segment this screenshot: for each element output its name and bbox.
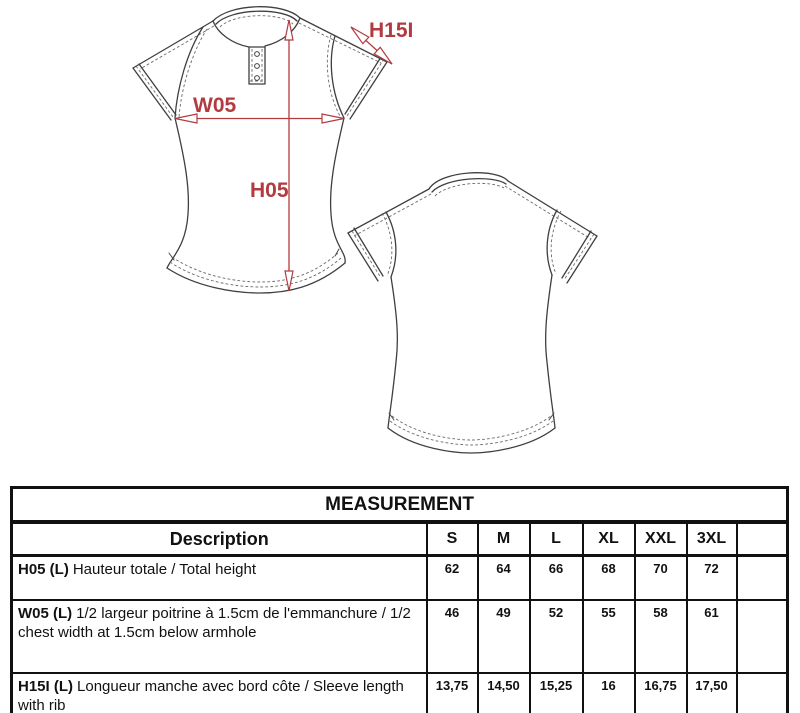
value-cell: 17,50 — [685, 672, 738, 713]
value-cell-blank — [735, 554, 789, 601]
value-cell: 16 — [581, 672, 636, 713]
value-cell: 62 — [425, 554, 479, 601]
value-cell: 46 — [425, 599, 479, 674]
value-cell: 61 — [685, 599, 738, 674]
value-cell: 72 — [685, 554, 738, 601]
row-description: H15I (L) Longueur manche avec bord côte /… — [10, 672, 428, 713]
dimension-annotations: H15I W05 H05 — [174, 19, 413, 292]
column-header-size-s: S — [425, 521, 479, 557]
value-cell: 66 — [528, 554, 584, 601]
value-cell: 70 — [633, 554, 688, 601]
h15i-label: H15I — [369, 19, 413, 42]
column-header-size-xxl: XXL — [633, 521, 688, 557]
column-header-size-xl: XL — [581, 521, 636, 557]
back-view — [347, 172, 598, 454]
column-header-size-m: M — [476, 521, 531, 557]
h05-label: H05 — [250, 179, 289, 202]
measure-desc: Hauteur totale / Total height — [72, 561, 257, 578]
measure-desc: 1/2 largeur poitrine à 1.5cm de l'emmanc… — [18, 605, 411, 642]
measure-desc: Longueur manche avec bord côte / Sleeve … — [18, 678, 404, 713]
value-cell: 16,75 — [633, 672, 688, 713]
value-cell-blank — [735, 599, 789, 674]
w05-label: W05 — [193, 94, 237, 117]
value-cell-blank — [735, 672, 789, 713]
value-cell: 55 — [581, 599, 636, 674]
value-cell: 64 — [476, 554, 531, 601]
column-header-description: Description — [10, 521, 428, 557]
table-row: H15I (L) Longueur manche avec bord côte /… — [10, 672, 789, 713]
value-cell: 14,50 — [476, 672, 531, 713]
value-cell: 68 — [581, 554, 636, 601]
measure-code: W05 (L) — [18, 605, 73, 622]
measurement-table: MEASUREMENT Description S M L XL XXL 3XL… — [10, 486, 790, 713]
table-row: W05 (L) 1/2 largeur poitrine à 1.5cm de l… — [10, 599, 789, 674]
value-cell: 52 — [528, 599, 584, 674]
garment-technical-drawing: H15I W05 H05 — [132, 6, 598, 454]
value-cell: 49 — [476, 599, 531, 674]
measure-code: H15I (L) — [18, 678, 74, 695]
value-cell: 13,75 — [425, 672, 479, 713]
column-header-blank — [735, 521, 789, 557]
value-cell: 15,25 — [528, 672, 584, 713]
column-header-size-l: L — [528, 521, 584, 557]
row-description: W05 (L) 1/2 largeur poitrine à 1.5cm de l… — [10, 599, 428, 674]
table-title: MEASUREMENT — [10, 486, 789, 524]
column-header-size-3xl: 3XL — [685, 521, 738, 557]
value-cell: 58 — [633, 599, 688, 674]
measure-code: H05 (L) — [18, 561, 69, 578]
table-row: H05 (L) Hauteur totale / Total height 62 … — [10, 554, 789, 601]
front-view — [132, 6, 388, 294]
row-description: H05 (L) Hauteur totale / Total height — [10, 554, 428, 601]
